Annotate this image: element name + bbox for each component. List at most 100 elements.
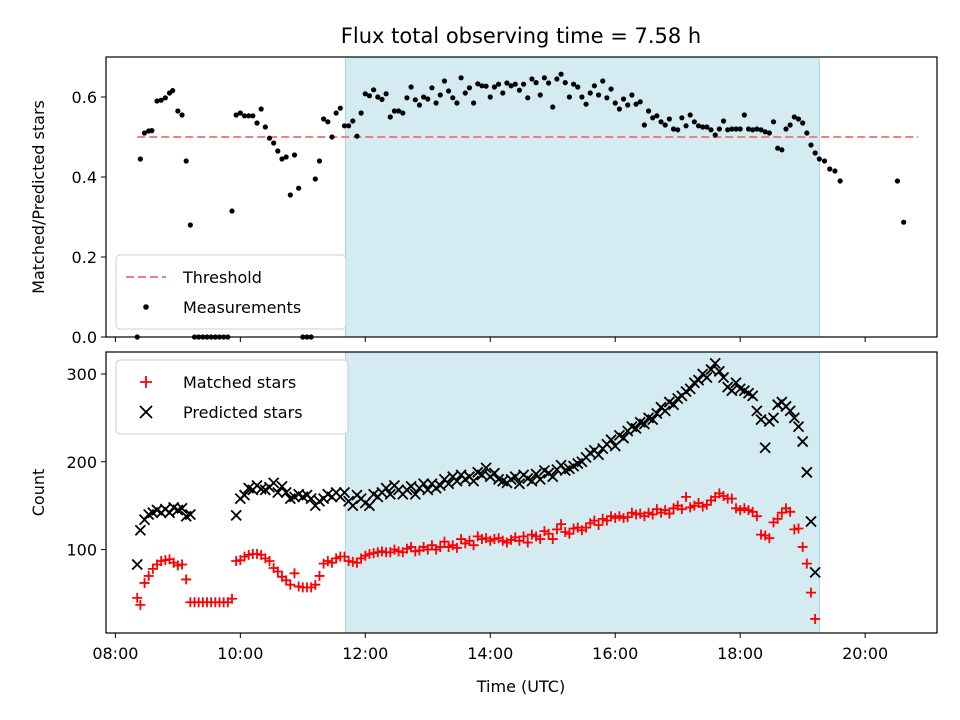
data-point <box>400 110 406 116</box>
data-point <box>570 81 577 87</box>
data-point <box>764 533 775 544</box>
data-point <box>366 93 373 99</box>
data-point <box>141 130 148 136</box>
data-point <box>533 80 539 86</box>
data-point <box>391 108 398 114</box>
data-point <box>258 106 264 112</box>
data-point <box>491 84 498 90</box>
data-point <box>131 558 143 571</box>
data-point <box>487 94 493 100</box>
data-point <box>687 112 693 118</box>
data-point <box>346 123 352 129</box>
data-point <box>264 555 275 566</box>
data-point <box>683 123 689 129</box>
data-point <box>797 541 808 552</box>
data-point <box>630 422 642 435</box>
x-tick-label: 18:00 <box>717 644 763 663</box>
data-point <box>810 613 821 624</box>
data-point <box>387 114 393 120</box>
data-point <box>132 592 143 603</box>
data-point <box>583 101 589 107</box>
data-point <box>625 102 631 108</box>
data-point <box>659 405 671 417</box>
shaded-interval <box>345 56 820 338</box>
data-point <box>526 475 538 487</box>
legend-x-symbol <box>139 405 153 419</box>
x-tick-label: 14:00 <box>467 644 513 663</box>
data-point <box>793 523 804 534</box>
data-point <box>808 142 814 148</box>
data-point <box>255 483 267 495</box>
data-point <box>801 558 812 569</box>
data-point <box>513 478 526 490</box>
data-point <box>466 85 473 91</box>
data-point <box>162 95 168 101</box>
data-point <box>759 442 771 454</box>
data-point <box>564 528 575 539</box>
data-point <box>495 81 502 87</box>
data-point <box>616 106 622 112</box>
data-point <box>827 166 833 172</box>
data-point <box>701 371 713 384</box>
data-point <box>800 120 806 126</box>
data-point <box>676 504 687 515</box>
data-point <box>645 108 652 114</box>
data-point <box>629 92 635 98</box>
data-point <box>246 113 252 119</box>
data-point <box>149 128 155 134</box>
data-point <box>712 132 718 138</box>
data-point <box>600 78 606 84</box>
data-point <box>654 113 660 119</box>
data-point <box>809 566 821 579</box>
data-point <box>751 511 762 522</box>
data-point <box>593 519 604 530</box>
data-point <box>832 168 838 174</box>
data-point <box>312 176 318 182</box>
data-point <box>770 119 777 125</box>
data-point <box>713 365 725 377</box>
data-point <box>504 80 510 86</box>
data-point <box>508 83 514 89</box>
data-point <box>547 471 559 483</box>
data-point <box>422 484 434 496</box>
data-point <box>547 534 558 545</box>
data-point <box>250 113 256 119</box>
data-point <box>238 489 251 501</box>
data-point <box>666 116 672 122</box>
data-point <box>279 156 285 162</box>
data-point <box>894 178 901 184</box>
data-point <box>347 500 359 512</box>
data-point <box>262 124 268 130</box>
data-point <box>287 192 293 198</box>
legend-label: Predicted stars <box>183 403 303 422</box>
data-point <box>633 101 639 107</box>
data-point <box>434 479 446 492</box>
data-point <box>754 126 760 132</box>
data-point <box>268 477 280 489</box>
y-tick-label: 0.4 <box>72 168 97 187</box>
data-point <box>341 123 348 129</box>
data-point <box>285 579 296 590</box>
chart-title: Flux total observing time = 7.58 h <box>341 24 701 48</box>
data-point <box>338 486 351 499</box>
data-point <box>534 473 546 485</box>
data-point <box>475 81 481 87</box>
data-point <box>409 488 421 500</box>
data-point <box>788 412 800 424</box>
data-point <box>375 94 381 100</box>
count-panel: 100 200 300 08:00 10:00 12:00 14:00 16:00 18:00 2… <box>29 351 938 663</box>
data-point <box>667 399 680 411</box>
data-point <box>470 100 477 106</box>
data-point <box>143 570 154 581</box>
series-2 <box>131 357 821 579</box>
data-point <box>554 76 560 82</box>
data-point <box>617 432 630 444</box>
data-point <box>396 108 402 114</box>
data-point <box>821 158 828 164</box>
data-point <box>791 114 797 120</box>
legend: Matched stars Predicted stars <box>115 359 349 435</box>
data-point <box>433 100 439 106</box>
data-point <box>745 126 752 132</box>
data-point <box>741 112 747 118</box>
